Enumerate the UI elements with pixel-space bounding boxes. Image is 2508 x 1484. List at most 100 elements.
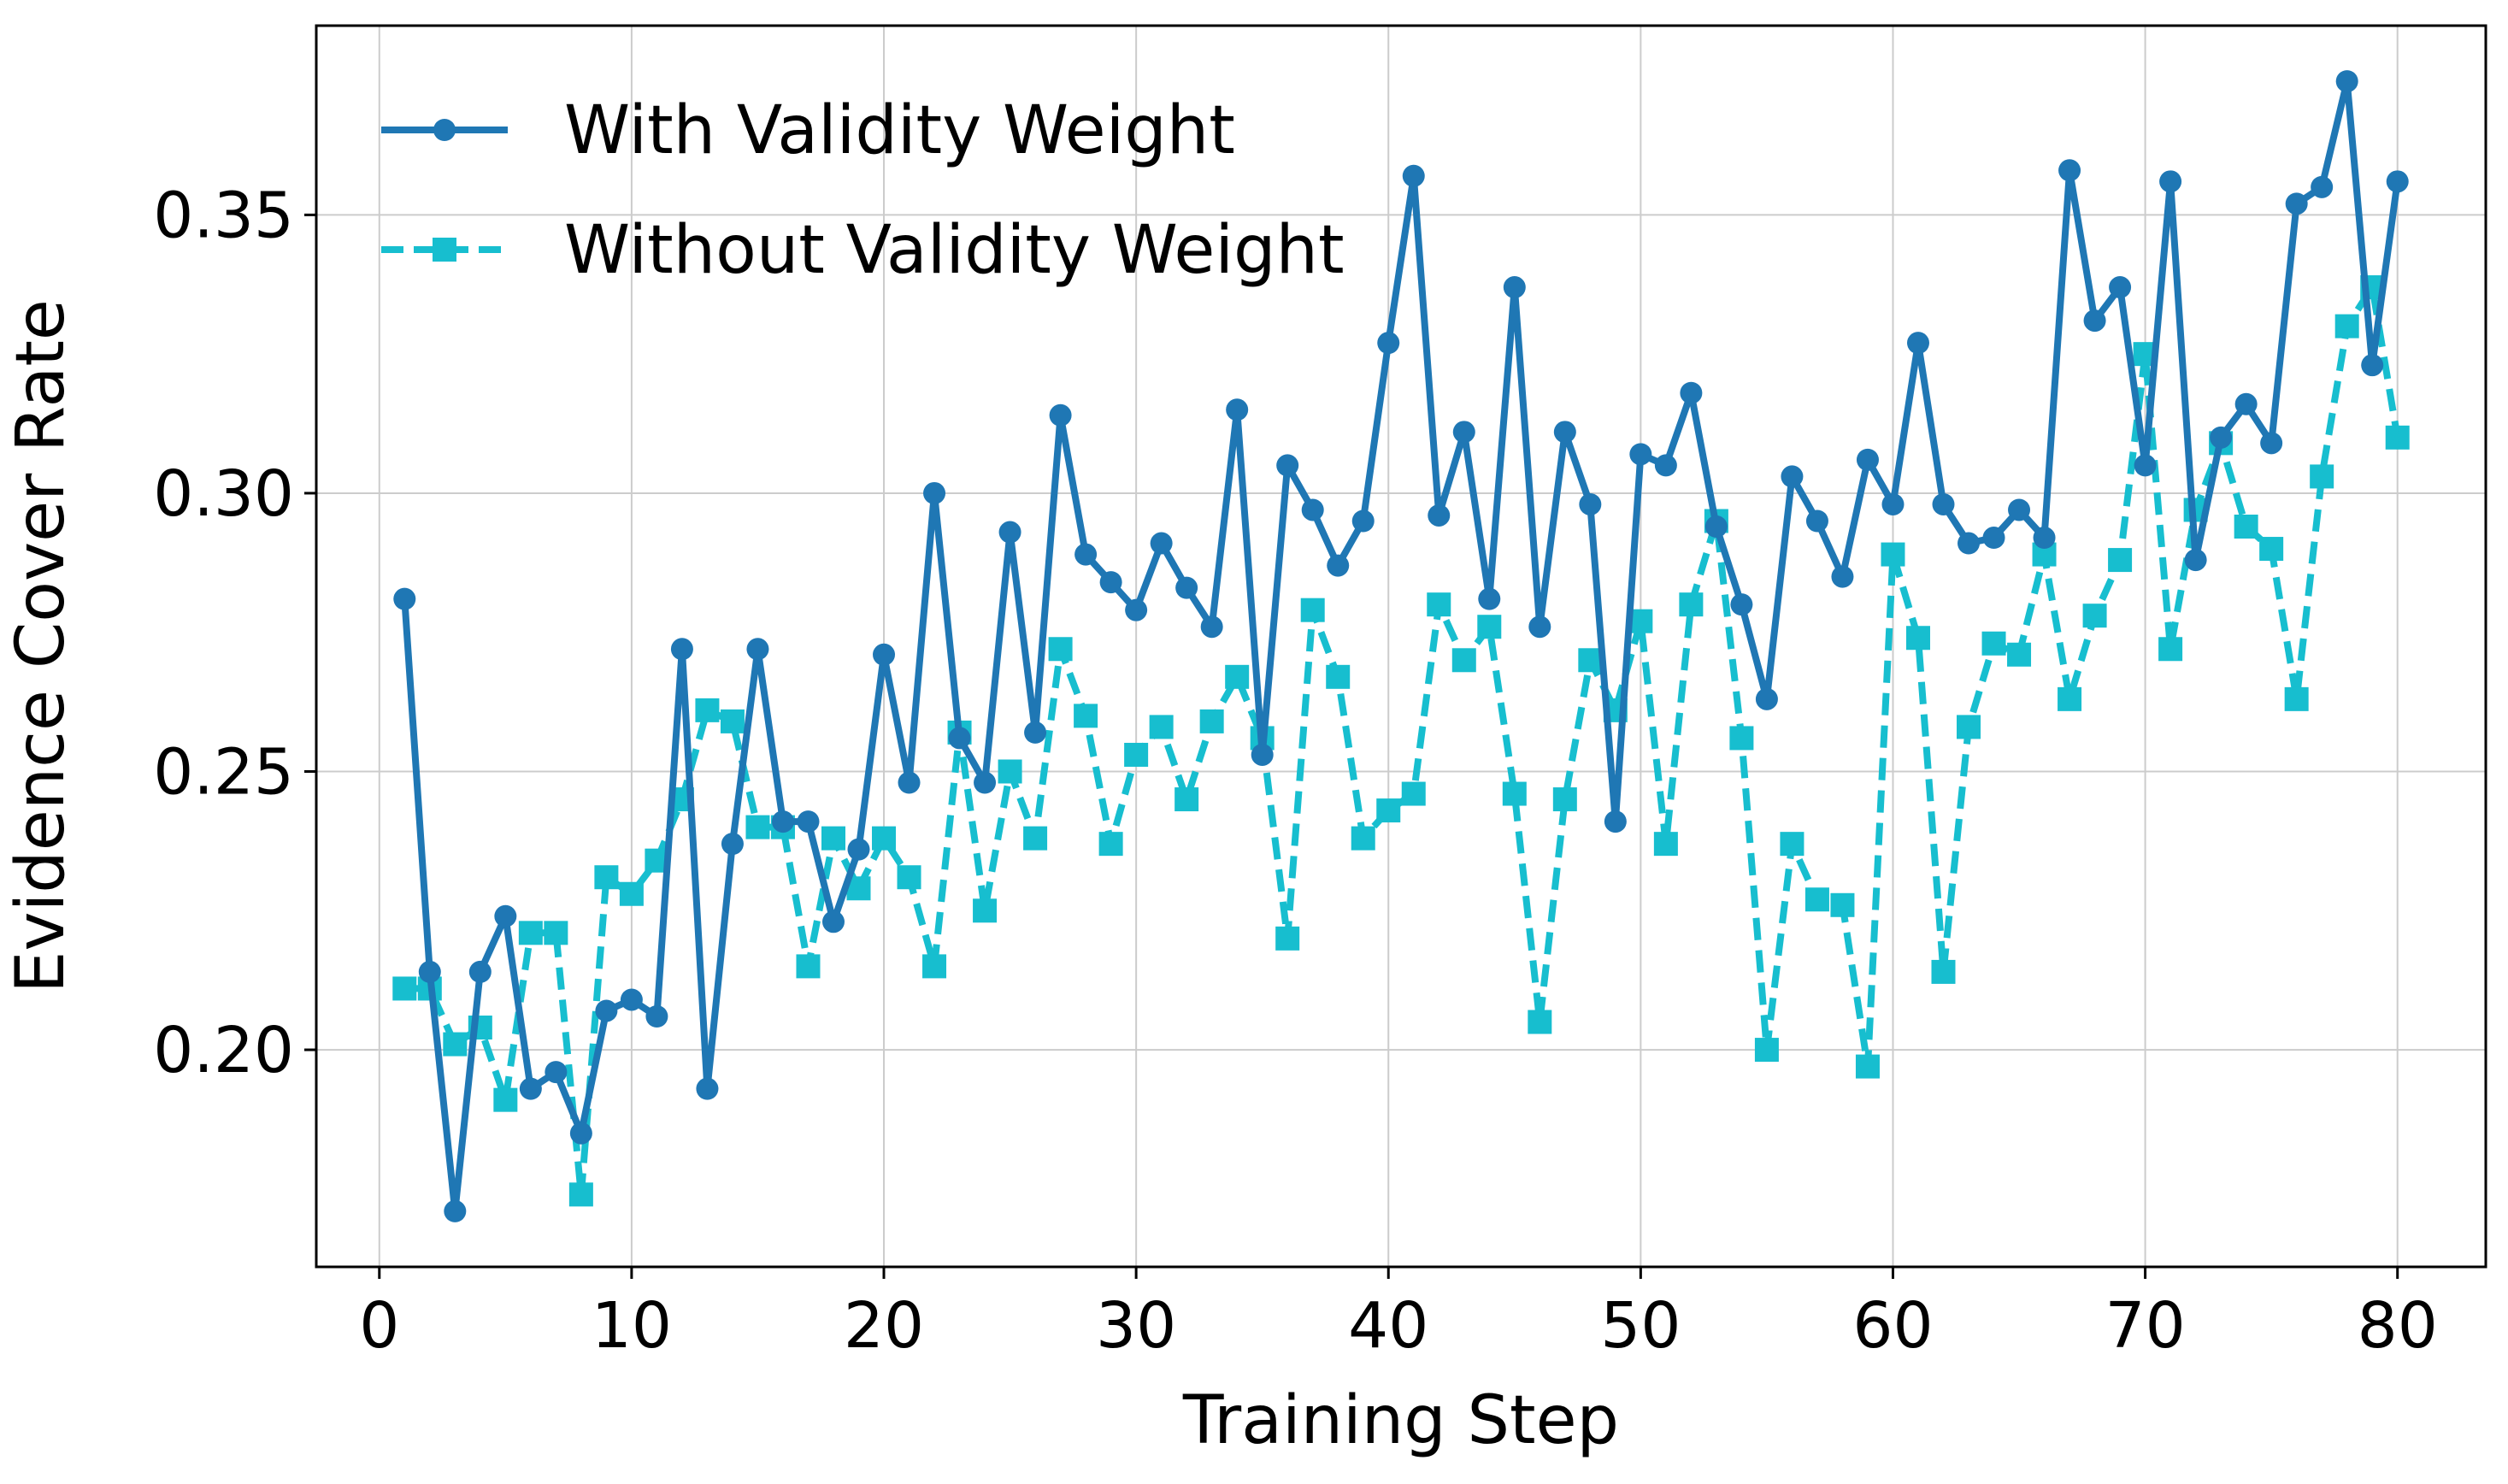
data-point bbox=[1276, 454, 1299, 477]
data-point bbox=[2284, 686, 2309, 711]
data-point bbox=[872, 826, 897, 851]
x-tick-label: 20 bbox=[844, 1289, 924, 1363]
data-point bbox=[1981, 631, 2006, 656]
data-point bbox=[1905, 626, 1930, 651]
data-point bbox=[1528, 615, 1551, 639]
data-point bbox=[2310, 464, 2334, 489]
data-point bbox=[1680, 381, 1703, 404]
series-line bbox=[404, 284, 2401, 1198]
data-point bbox=[1755, 687, 1778, 710]
data-point bbox=[2285, 192, 2308, 215]
data-point bbox=[897, 865, 921, 890]
data-point bbox=[1629, 443, 1652, 466]
y-tick-label: 0.30 bbox=[153, 457, 294, 531]
data-point bbox=[1023, 826, 1048, 851]
series-with-validity-weight bbox=[393, 70, 2409, 1222]
data-point bbox=[1024, 721, 1047, 744]
data-point bbox=[1502, 781, 1527, 806]
legend-marker bbox=[433, 119, 456, 141]
data-point bbox=[1830, 892, 1855, 917]
data-point bbox=[619, 881, 644, 906]
data-point bbox=[1452, 421, 1475, 444]
data-point bbox=[1553, 421, 1576, 444]
data-point bbox=[2386, 170, 2409, 193]
data-point bbox=[998, 759, 1022, 784]
data-point bbox=[1906, 332, 1929, 355]
data-point bbox=[1754, 1038, 1779, 1063]
data-point bbox=[2334, 314, 2359, 339]
data-point bbox=[1856, 448, 1879, 471]
x-tick-label: 50 bbox=[1600, 1289, 1681, 1363]
y-tick-label: 0.20 bbox=[153, 1014, 294, 1087]
data-point bbox=[1351, 509, 1375, 533]
data-point bbox=[1552, 787, 1577, 812]
data-point bbox=[1125, 598, 1148, 621]
data-point bbox=[2033, 527, 2056, 550]
data-point bbox=[1579, 492, 1602, 515]
data-point bbox=[1200, 615, 1223, 639]
data-point bbox=[1704, 515, 1728, 539]
data-point bbox=[1730, 593, 1753, 616]
data-point bbox=[1729, 726, 1754, 751]
series-line bbox=[401, 78, 2401, 1215]
data-point bbox=[1881, 542, 1905, 567]
data-point bbox=[746, 638, 769, 661]
data-point bbox=[1578, 648, 1603, 673]
data-point bbox=[898, 771, 921, 794]
data-point bbox=[1805, 509, 1828, 533]
data-point bbox=[493, 1087, 518, 1112]
data-point bbox=[745, 815, 770, 839]
data-point bbox=[1957, 715, 1981, 739]
data-point bbox=[1781, 465, 1804, 488]
data-point bbox=[392, 976, 417, 1001]
data-point bbox=[418, 960, 441, 983]
data-point bbox=[2259, 537, 2284, 562]
data-point bbox=[922, 954, 947, 979]
data-point bbox=[1326, 664, 1351, 689]
data-point bbox=[1376, 798, 1401, 823]
data-point bbox=[2159, 170, 2182, 193]
data-point bbox=[2134, 454, 2157, 477]
x-tick-label: 0 bbox=[359, 1289, 399, 1363]
series-without-validity-weight bbox=[392, 275, 2410, 1207]
data-point bbox=[1478, 587, 1501, 610]
data-point bbox=[923, 481, 946, 504]
data-point bbox=[973, 898, 998, 923]
data-point bbox=[1300, 598, 1325, 622]
data-point bbox=[569, 1122, 592, 1145]
data-point bbox=[1275, 926, 1300, 951]
data-point bbox=[544, 921, 568, 945]
data-point bbox=[2158, 637, 2183, 662]
legend: With Validity Weight Without Validity Wei… bbox=[381, 92, 1345, 289]
data-point bbox=[1528, 1010, 1552, 1034]
x-axis-title: Training Step bbox=[1182, 1382, 1619, 1459]
data-point bbox=[1175, 787, 1199, 812]
data-point bbox=[2260, 432, 2283, 455]
data-point bbox=[2361, 354, 2384, 377]
data-point bbox=[1150, 532, 1173, 555]
data-point bbox=[393, 587, 416, 610]
data-point bbox=[2108, 548, 2133, 573]
data-point bbox=[2007, 642, 2032, 667]
data-point bbox=[1149, 715, 1174, 739]
data-point bbox=[1098, 832, 1123, 857]
x-tick-label: 80 bbox=[2358, 1289, 2438, 1363]
data-point bbox=[2210, 426, 2233, 449]
data-point bbox=[595, 999, 618, 1022]
data-point bbox=[1251, 743, 1274, 766]
data-point bbox=[721, 833, 744, 856]
data-point bbox=[1477, 615, 1502, 639]
data-point bbox=[2184, 549, 2207, 572]
data-point bbox=[1351, 826, 1375, 851]
y-tick-label: 0.35 bbox=[153, 179, 294, 252]
data-point bbox=[545, 1061, 568, 1084]
x-tick-label: 10 bbox=[592, 1289, 672, 1363]
data-point bbox=[1124, 742, 1149, 767]
legend-label: Without Validity Weight bbox=[564, 212, 1345, 289]
data-point bbox=[1931, 959, 1956, 984]
data-point bbox=[1982, 527, 2005, 550]
data-point bbox=[620, 988, 643, 1011]
data-point bbox=[518, 921, 543, 945]
data-point bbox=[444, 1199, 467, 1222]
data-point bbox=[1428, 504, 1451, 527]
